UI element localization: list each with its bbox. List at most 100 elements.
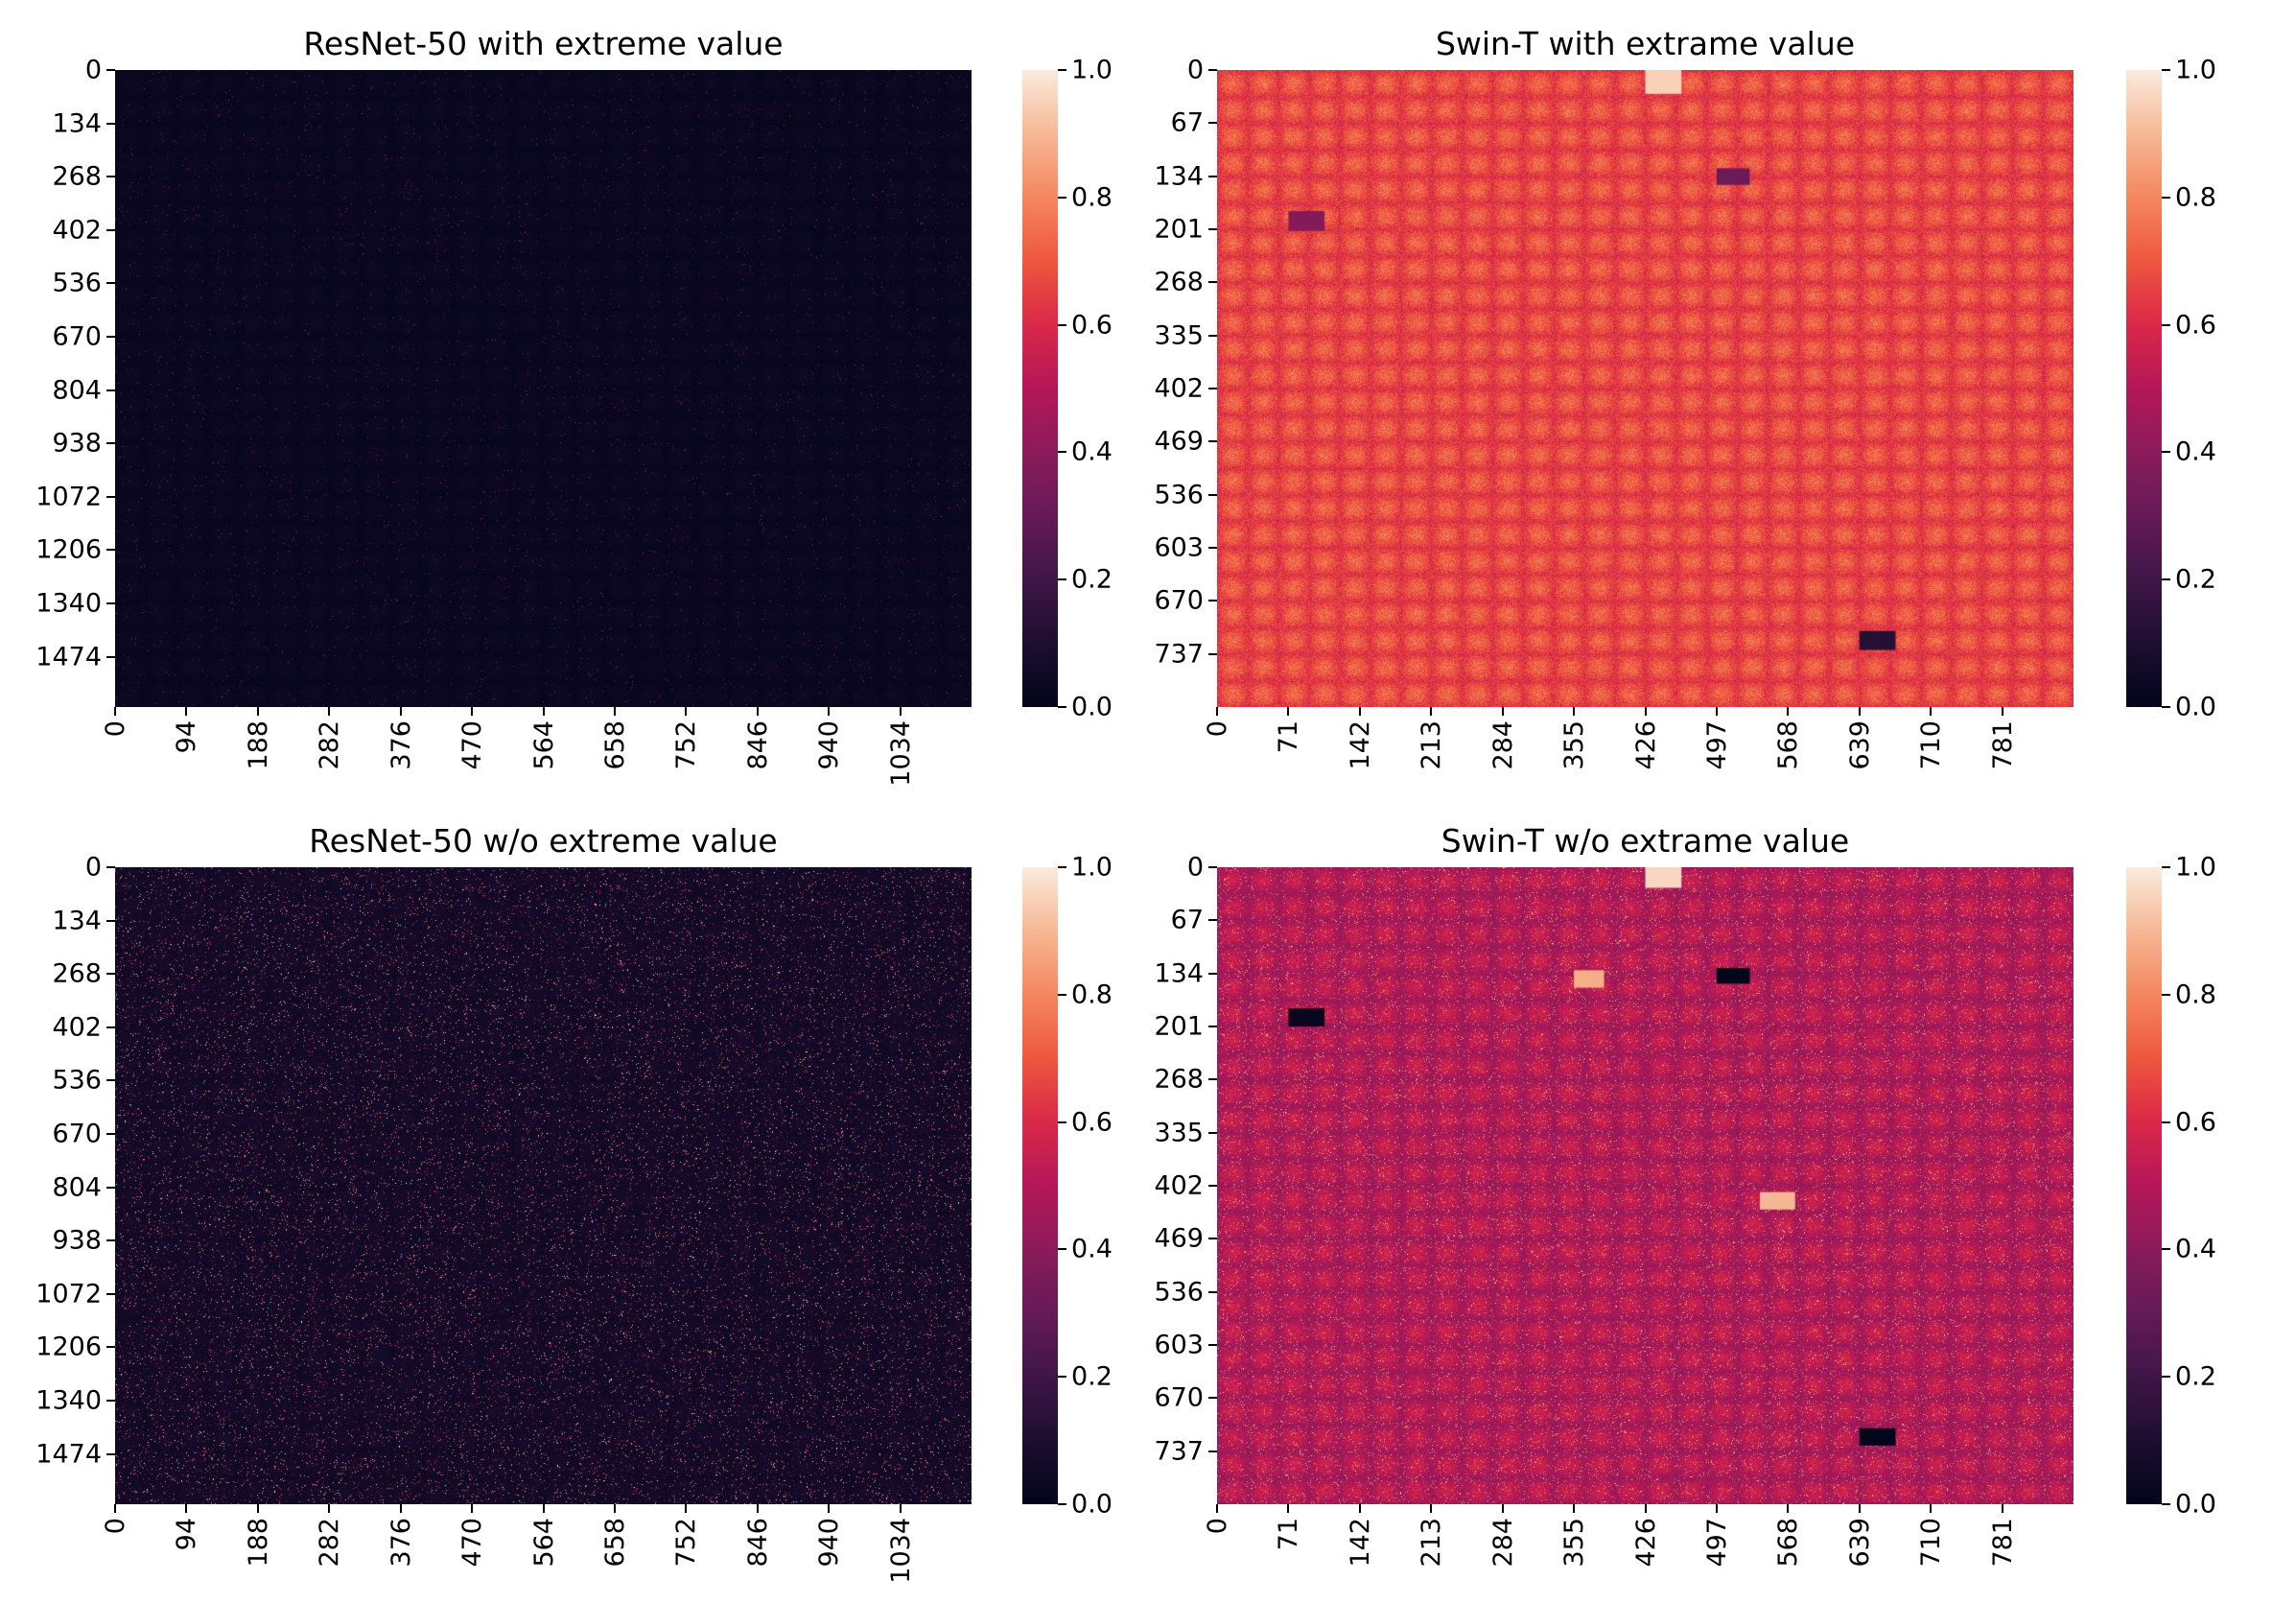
heatmap-cells bbox=[115, 867, 972, 1504]
colorbar-tick-label: 1.0 bbox=[1071, 55, 1113, 85]
y-tick-mark bbox=[106, 442, 115, 445]
y-tick-mark bbox=[106, 1079, 115, 1082]
colorbar-tick-label: 0.8 bbox=[1071, 979, 1113, 1010]
heatmap-cells bbox=[1217, 867, 2073, 1504]
x-tick-mark bbox=[328, 707, 331, 716]
x-tick-label: 213 bbox=[1417, 1518, 1447, 1568]
x-tick-label: 282 bbox=[315, 720, 345, 770]
colorbar-tick-label: 1.0 bbox=[2175, 55, 2216, 85]
y-tick-label: 938 bbox=[52, 428, 102, 459]
y-tick-label: 201 bbox=[1154, 214, 1204, 245]
x-tick-label: 752 bbox=[671, 1518, 702, 1568]
x-tick-mark bbox=[685, 707, 688, 716]
y-tick-label: 335 bbox=[1154, 1118, 1204, 1148]
x-tick-label: 710 bbox=[1916, 1518, 1947, 1568]
x-tick-mark bbox=[1216, 707, 1218, 716]
colorbar bbox=[2126, 70, 2162, 707]
colorbar-tick-mark bbox=[1058, 993, 1066, 996]
colorbar-tick-label: 0.8 bbox=[2175, 182, 2216, 213]
x-tick-label: 564 bbox=[528, 720, 559, 770]
y-tick-mark bbox=[106, 1133, 115, 1136]
colorbar-tick-label: 0.8 bbox=[1071, 182, 1113, 213]
x-tick-mark bbox=[1287, 1504, 1290, 1513]
x-tick-mark bbox=[613, 1504, 616, 1513]
y-tick-label: 1474 bbox=[35, 642, 102, 672]
y-tick-mark bbox=[106, 336, 115, 339]
y-tick-label: 268 bbox=[52, 958, 102, 989]
x-tick-label: 0 bbox=[101, 1518, 130, 1535]
x-tick-mark bbox=[685, 1504, 688, 1513]
y-tick-mark bbox=[1208, 281, 1217, 284]
x-tick-mark bbox=[399, 1504, 402, 1513]
y-tick-label: 536 bbox=[52, 268, 102, 298]
y-tick-mark bbox=[106, 176, 115, 178]
colorbar-tick-label: 0.4 bbox=[1071, 436, 1113, 467]
x-tick-mark bbox=[828, 1504, 831, 1513]
x-tick-mark bbox=[1287, 707, 1290, 716]
colorbar-tick-mark bbox=[2162, 706, 2170, 708]
y-tick-mark bbox=[1208, 122, 1217, 125]
x-tick-mark bbox=[471, 1504, 474, 1513]
y-tick-label: 0 bbox=[84, 852, 102, 883]
colorbar-tick-label: 0.2 bbox=[2175, 564, 2216, 595]
x-tick-label: 284 bbox=[1488, 1518, 1518, 1568]
x-tick-mark bbox=[899, 707, 902, 716]
y-tick-mark bbox=[1208, 1450, 1217, 1452]
colorbar-tick-label: 0.4 bbox=[2175, 1234, 2216, 1264]
colorbar-tick-label: 0.0 bbox=[2175, 1489, 2216, 1520]
x-tick-mark bbox=[185, 707, 188, 716]
colorbar-tick-mark bbox=[2162, 451, 2170, 454]
heatmap-cells bbox=[115, 70, 972, 707]
y-tick-label: 1072 bbox=[35, 1279, 102, 1309]
x-tick-mark bbox=[542, 1504, 545, 1513]
x-tick-mark bbox=[1573, 1504, 1576, 1513]
x-tick-mark bbox=[1358, 1504, 1361, 1513]
y-tick-mark bbox=[106, 69, 115, 71]
y-tick-mark bbox=[1208, 175, 1217, 177]
x-tick-mark bbox=[1573, 707, 1576, 716]
colorbar-tick-label: 0.4 bbox=[1071, 1234, 1113, 1264]
x-tick-label: 355 bbox=[1559, 1518, 1590, 1568]
x-tick-label: 564 bbox=[528, 1518, 559, 1568]
x-tick-mark bbox=[1358, 707, 1361, 716]
y-tick-mark bbox=[1208, 1026, 1217, 1027]
x-tick-label: 94 bbox=[172, 1518, 202, 1551]
y-tick-mark bbox=[1208, 1290, 1217, 1293]
x-tick-label: 376 bbox=[386, 1518, 416, 1568]
y-tick-label: 268 bbox=[1154, 1064, 1204, 1095]
y-tick-mark bbox=[106, 1452, 115, 1455]
y-tick-label: 1206 bbox=[35, 1332, 102, 1362]
y-tick-mark bbox=[106, 1026, 115, 1028]
colorbar-tick-mark bbox=[1058, 866, 1066, 868]
x-tick-mark bbox=[185, 1504, 188, 1513]
x-tick-mark bbox=[1715, 1504, 1718, 1513]
x-tick-label: 639 bbox=[1844, 1518, 1875, 1568]
x-tick-mark bbox=[328, 1504, 331, 1513]
x-tick-mark bbox=[756, 1504, 759, 1513]
x-tick-label: 213 bbox=[1417, 720, 1447, 770]
y-tick-mark bbox=[1208, 600, 1217, 602]
x-tick-mark bbox=[1430, 1504, 1433, 1513]
y-tick-mark bbox=[1208, 1185, 1217, 1187]
x-tick-label: 568 bbox=[1773, 720, 1804, 770]
x-tick-label: 940 bbox=[814, 720, 845, 770]
y-tick-mark bbox=[1208, 1344, 1217, 1346]
chart-title: Swin-T w/o extrame value bbox=[1441, 822, 1850, 860]
y-tick-label: 134 bbox=[1154, 958, 1204, 989]
x-tick-mark bbox=[1858, 707, 1861, 716]
x-tick-mark bbox=[756, 707, 759, 716]
y-tick-mark bbox=[106, 919, 115, 922]
y-tick-label: 201 bbox=[1154, 1011, 1204, 1042]
colorbar-tick-mark bbox=[2162, 1248, 2170, 1251]
y-tick-label: 67 bbox=[1170, 905, 1204, 935]
y-tick-mark bbox=[1208, 1131, 1217, 1134]
colorbar-tick-mark bbox=[1058, 1376, 1066, 1379]
y-tick-mark bbox=[106, 389, 115, 391]
colorbar-tick-label: 0.4 bbox=[2175, 436, 2216, 467]
y-tick-mark bbox=[1208, 1238, 1217, 1240]
x-tick-label: 658 bbox=[599, 1518, 630, 1568]
colorbar-tick-mark bbox=[1058, 1248, 1066, 1251]
y-tick-mark bbox=[1208, 69, 1217, 71]
colorbar-tick-label: 0.0 bbox=[1071, 692, 1113, 722]
